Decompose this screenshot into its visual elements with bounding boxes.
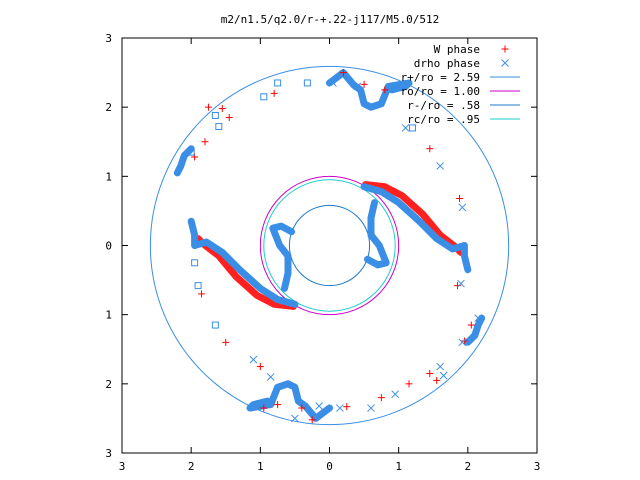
spiral-arm: [173, 145, 195, 177]
drho-phase-square-point: [187, 148, 195, 156]
radius-circle: [149, 65, 510, 426]
w-phase-point: [360, 80, 368, 88]
y-tick-label: 3: [105, 447, 112, 460]
legend-label: W phase: [434, 43, 480, 56]
w-phase-point: [405, 380, 413, 388]
drho-phase-point: [367, 404, 375, 412]
drho-phase-point: [436, 162, 445, 170]
drho-phase-point: [401, 124, 410, 132]
w-phase-point: [467, 321, 475, 329]
w-phase-point: [426, 369, 434, 377]
legend-label: drho phase: [414, 57, 480, 70]
drho-phase-square-point: [211, 321, 219, 329]
drho-phase-point: [329, 79, 337, 87]
w-phase-point: [308, 416, 316, 424]
drho-phase-point: [439, 371, 448, 380]
w-phase-point: [256, 363, 264, 371]
spiral-arms: [173, 69, 486, 422]
w-phase-point: [222, 338, 230, 346]
drho-phase-point: [391, 390, 400, 399]
data-points: [187, 69, 483, 424]
w-phase-point: [204, 103, 212, 111]
w-phase-point: [270, 89, 278, 97]
drho-phase-point: [315, 402, 323, 410]
w-phase-point: [426, 145, 434, 153]
w-phase-point: [198, 290, 206, 298]
legend-label: ro/ro = 1.00: [401, 85, 480, 98]
drho-phase-square-point: [260, 93, 268, 101]
radius-circle: [263, 179, 396, 312]
spiral-arm: [187, 217, 299, 308]
spiral-arm: [464, 314, 486, 346]
w-phase-point: [453, 282, 461, 290]
spiral-arm: [326, 69, 413, 111]
legend-label: rc/ro = .95: [407, 113, 480, 126]
w-phase-point: [381, 86, 389, 94]
w-phase-point: [456, 194, 464, 202]
spiral-arm: [269, 222, 295, 292]
drho-phase-point: [249, 355, 258, 364]
w-phase-point: [501, 45, 509, 53]
drho-phase-square-point: [215, 123, 223, 131]
spiral-arm: [246, 380, 333, 422]
y-tick-label: 2: [105, 378, 112, 391]
legend-label: r-/ro = .58: [407, 99, 480, 112]
y-tick-label: 2: [105, 101, 112, 114]
spiral-arm: [360, 183, 472, 274]
drho-phase-point: [291, 414, 299, 423]
drho-phase-point: [501, 59, 509, 67]
drho-phase-point: [458, 203, 467, 212]
x-tick-label: 2: [188, 460, 195, 473]
spiral-arm: [364, 199, 390, 269]
w-phase-point: [218, 105, 226, 113]
w-phase-point: [433, 376, 441, 384]
x-tick-label: 3: [534, 460, 541, 473]
x-tick-label: 2: [465, 460, 472, 473]
w-phase-point: [298, 404, 306, 412]
w-phase-point: [225, 114, 233, 122]
drho-phase-point: [457, 279, 465, 288]
drho-phase-point: [458, 338, 467, 347]
drho-phase-square-point: [211, 111, 219, 119]
drho-phase-point: [336, 404, 344, 412]
drho-phase-point: [436, 362, 445, 371]
radius-circle: [288, 204, 371, 287]
drho-phase-square-point: [194, 282, 202, 290]
x-tick-label: 1: [395, 460, 402, 473]
w-phase-point: [377, 394, 385, 402]
chart-title: m2/n1.5/q2.0/r-+.22-j117/M5.0/512: [221, 13, 440, 26]
drho-phase-square-point: [303, 79, 311, 87]
drho-phase-point: [474, 314, 483, 322]
drho-phase-square-point: [409, 124, 416, 132]
y-tick-label: 1: [105, 309, 112, 322]
radius-circles: [149, 65, 510, 426]
w-phase-point: [260, 404, 268, 412]
y-tick-label: 1: [105, 170, 112, 183]
w-phase-point: [343, 403, 351, 411]
w-phase-point: [201, 138, 209, 146]
w-phase-point: [274, 401, 282, 409]
y-tick-label: 3: [105, 32, 112, 45]
x-tick-label: 3: [119, 460, 126, 473]
drho-phase-point: [266, 373, 275, 381]
y-tick-label: 0: [105, 240, 112, 253]
x-tick-label: 0: [326, 460, 333, 473]
x-tick-label: 1: [257, 460, 264, 473]
radius-circle: [259, 175, 400, 316]
drho-phase-square-point: [191, 259, 199, 267]
w-phase-point: [339, 69, 347, 77]
drho-phase-square-point: [274, 79, 282, 87]
drho-phase-point: [353, 82, 362, 91]
legend-label: r+/ro = 2.59: [401, 71, 480, 84]
